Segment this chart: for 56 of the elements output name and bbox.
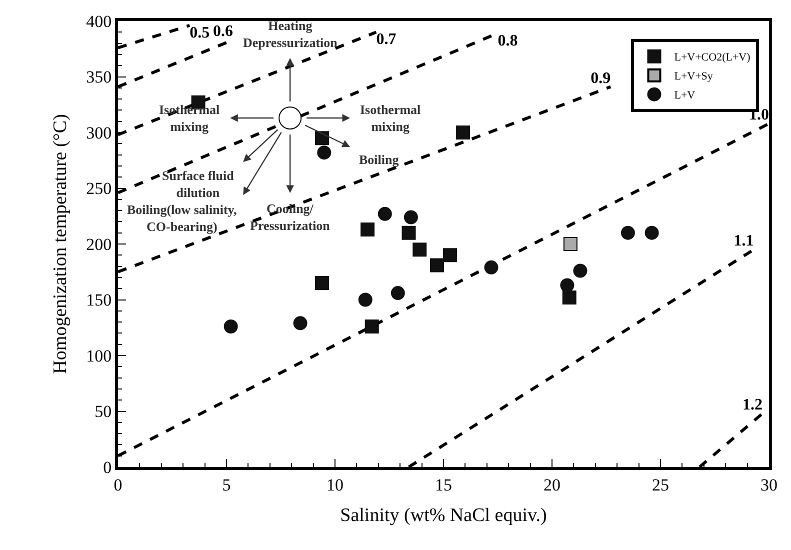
series-label: 0.6: [213, 22, 234, 40]
y-axis-title: Homogenization temperature (°C): [50, 114, 71, 374]
x-axis-title: Salinity (wt% NaCl equiv.): [340, 505, 547, 526]
point: [364, 320, 379, 334]
point: [484, 260, 498, 274]
y-tick-label: 400: [86, 12, 112, 31]
point: [293, 316, 308, 330]
point: [443, 248, 458, 262]
point: [390, 286, 405, 300]
point: [456, 126, 470, 140]
legend-label: L+V+Sy: [674, 70, 714, 83]
point: [314, 276, 329, 290]
point: [562, 290, 576, 305]
point: [402, 226, 416, 240]
point: [620, 226, 635, 240]
annotation: Heating Depressurization: [243, 18, 338, 50]
point: [314, 131, 329, 146]
y-tick-label: 250: [86, 179, 112, 198]
point: [560, 278, 574, 292]
point: [378, 206, 392, 221]
series-label: 0.9: [590, 70, 611, 87]
series-label: 0.7: [376, 31, 396, 48]
annotation: Surface fluid dilution: [162, 168, 235, 200]
series-label: 1.1: [734, 232, 754, 250]
annotation: Isothermal mixing: [360, 102, 422, 134]
annotation: Boiling(low salinity, CO-bearing): [127, 202, 237, 234]
x-tick-label: 25: [652, 475, 669, 494]
point: [430, 258, 444, 272]
point: [563, 237, 578, 251]
series-label: 0.5: [190, 24, 210, 42]
x-tick-label: 15: [435, 475, 452, 494]
series-label: 1.2: [742, 396, 762, 414]
point: [404, 210, 418, 224]
point: [412, 242, 427, 257]
point: [224, 320, 238, 334]
y-tick-label: 350: [86, 68, 112, 87]
legend-label: L+V: [674, 90, 696, 102]
point: [358, 292, 372, 307]
series-label: 0.8: [498, 32, 518, 50]
y-tick-label: 100: [86, 346, 112, 366]
point: [360, 222, 375, 237]
point: [317, 146, 332, 160]
point: [573, 264, 588, 278]
x-tick-label: 5: [222, 475, 231, 494]
y-tick-label: 300: [86, 123, 112, 142]
y-tick-label: 150: [86, 290, 112, 310]
x-tick-label: 30: [760, 475, 778, 494]
y-tick-label: 0: [103, 458, 112, 477]
point: [644, 226, 659, 240]
legend-label: L+V+CO2(L+V): [674, 52, 751, 64]
y-tick-label: 50: [94, 402, 112, 422]
y-tick-label: 200: [86, 234, 112, 254]
x-tick-label: 20: [544, 475, 560, 494]
x-tick-label: 10: [326, 475, 344, 494]
annotation: Boiling: [359, 152, 400, 167]
point: [278, 106, 302, 130]
